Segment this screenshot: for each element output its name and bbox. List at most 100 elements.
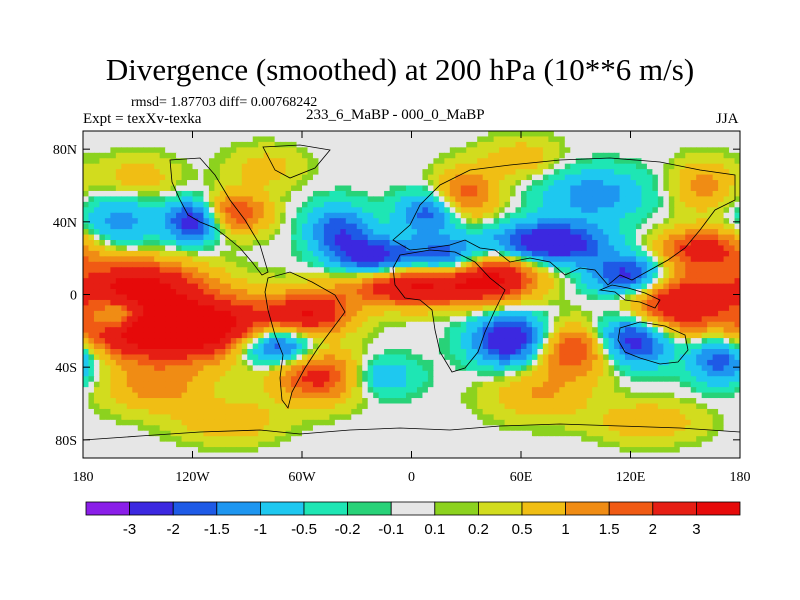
field-cell xyxy=(455,316,462,323)
field-cell xyxy=(553,299,560,306)
field-cell xyxy=(241,158,248,165)
field-cell xyxy=(197,349,205,356)
field-cell xyxy=(252,147,259,154)
field-cell xyxy=(126,240,133,247)
field-cell xyxy=(115,283,122,290)
field-cell xyxy=(137,158,144,165)
field-cell xyxy=(302,310,309,317)
field-cell xyxy=(351,267,358,274)
field-cell xyxy=(285,321,292,328)
field-cell xyxy=(329,141,336,148)
field-cell xyxy=(208,310,215,317)
field-cell xyxy=(548,201,555,208)
field-cell xyxy=(225,299,232,306)
field-cell xyxy=(225,207,232,214)
field-cell xyxy=(668,256,675,263)
field-cell xyxy=(668,327,675,334)
field-cell xyxy=(729,163,736,170)
field-cell xyxy=(263,272,270,279)
field-cell xyxy=(323,305,330,312)
field-cell xyxy=(214,152,221,159)
field-cell xyxy=(696,136,703,143)
field-cell xyxy=(542,245,549,252)
field-cell xyxy=(159,278,166,285)
field-cell xyxy=(252,169,259,176)
field-cell xyxy=(351,278,358,285)
field-cell xyxy=(132,229,139,236)
field-cell xyxy=(570,169,577,176)
field-cell xyxy=(208,196,215,203)
field-cell xyxy=(674,223,681,230)
field-cell xyxy=(197,223,205,230)
field-cell xyxy=(641,190,648,197)
field-cell xyxy=(657,147,664,154)
field-cell xyxy=(154,289,161,296)
field-cell xyxy=(564,245,571,252)
field-cell xyxy=(471,332,478,339)
field-cell xyxy=(499,349,506,356)
field-cell xyxy=(406,299,413,306)
field-cell xyxy=(635,185,643,192)
field-cell xyxy=(197,256,205,263)
field-cell xyxy=(548,152,555,159)
field-cell xyxy=(504,212,511,219)
field-cell xyxy=(356,212,363,219)
field-cell xyxy=(674,185,681,192)
field-cell xyxy=(236,294,243,301)
field-cell xyxy=(515,147,522,154)
field-cell xyxy=(690,240,697,247)
field-cell xyxy=(553,185,560,192)
field-cell xyxy=(674,190,681,197)
field-cell xyxy=(318,131,325,138)
field-cell xyxy=(614,240,621,247)
field-cell xyxy=(373,261,380,268)
field-cell xyxy=(99,131,106,138)
field-cell xyxy=(318,305,325,312)
field-cell xyxy=(159,180,166,187)
field-cell xyxy=(531,310,539,317)
field-cell xyxy=(154,158,161,165)
field-cell xyxy=(564,294,571,301)
field-cell xyxy=(564,250,571,257)
field-cell xyxy=(449,327,456,334)
field-cell xyxy=(219,174,226,181)
field-cell xyxy=(619,218,626,225)
field-cell xyxy=(515,185,522,192)
field-cell xyxy=(302,234,309,241)
field-cell xyxy=(581,218,588,225)
field-cell xyxy=(121,240,128,247)
field-cell xyxy=(88,332,95,339)
field-cell xyxy=(625,218,632,225)
field-cell xyxy=(378,163,385,170)
field-cell xyxy=(93,207,101,214)
field-cell xyxy=(115,267,122,274)
field-cell xyxy=(548,180,555,187)
field-cell xyxy=(729,190,736,197)
field-cell xyxy=(614,272,621,279)
field-cell xyxy=(652,169,659,176)
field-cell xyxy=(657,158,664,165)
field-cell xyxy=(187,256,194,263)
field-cell xyxy=(499,321,506,328)
field-cell xyxy=(252,218,259,225)
field-cell xyxy=(504,223,511,230)
field-cell xyxy=(723,234,730,241)
field-cell xyxy=(729,316,736,323)
field-cell xyxy=(542,152,549,159)
field-cell xyxy=(564,272,571,279)
field-cell xyxy=(603,141,610,148)
field-cell xyxy=(641,201,648,208)
field-cell xyxy=(340,163,347,170)
field-cell xyxy=(548,305,555,312)
field-cell xyxy=(225,294,232,301)
field-cell xyxy=(115,136,122,143)
field-cell xyxy=(679,174,686,181)
field-cell xyxy=(592,240,599,247)
field-cell xyxy=(93,294,101,301)
field-cell xyxy=(236,332,243,339)
field-cell xyxy=(181,185,188,192)
field-cell xyxy=(356,152,363,159)
field-cell xyxy=(329,299,336,306)
field-cell xyxy=(99,147,106,154)
field-cell xyxy=(373,207,380,214)
